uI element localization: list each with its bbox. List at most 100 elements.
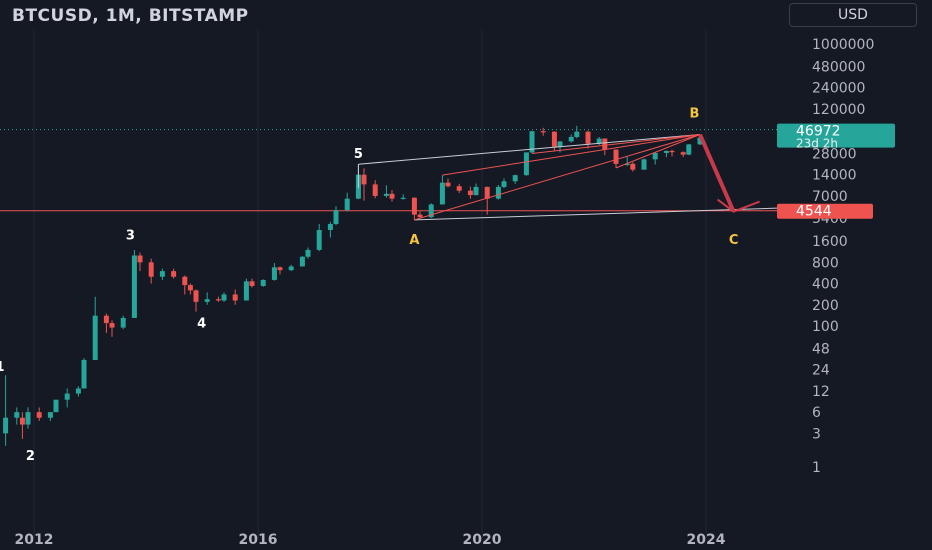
candle-body <box>81 359 87 389</box>
wave-label-4: 4 <box>197 317 206 332</box>
candle-body <box>232 294 238 301</box>
wave-label-c: C <box>729 233 739 248</box>
candle-body <box>120 317 126 328</box>
wave-label-2: 2 <box>26 449 35 464</box>
candle-body <box>193 290 199 302</box>
candle-body <box>327 223 333 230</box>
y-tick-label: 14000 <box>812 168 857 184</box>
y-tick-label: 3 <box>812 426 821 442</box>
candle-body <box>574 131 580 137</box>
candle-body <box>36 412 42 418</box>
y-tick-label: 48 <box>812 341 830 357</box>
candle-body <box>697 137 703 145</box>
candle-body <box>596 138 602 144</box>
candle-body <box>103 315 109 324</box>
candle-body <box>680 152 686 155</box>
x-tick-label: 2020 <box>463 532 502 548</box>
candle-body <box>585 131 591 144</box>
candle-body <box>137 255 143 263</box>
candle-body <box>495 186 501 199</box>
candle-body <box>467 190 473 196</box>
y-tick-label: 400 <box>812 277 839 293</box>
level-badge <box>777 203 873 219</box>
bar-countdown: 23d 2h <box>796 137 838 151</box>
candle-body <box>372 184 378 196</box>
candle-body <box>663 150 669 153</box>
channel-upper-line <box>358 134 701 165</box>
candle-body <box>25 412 31 425</box>
currency-button[interactable]: USD <box>789 3 917 27</box>
candle-body <box>456 186 462 191</box>
y-tick-label: 24 <box>812 363 830 379</box>
candle-body <box>187 285 193 291</box>
candle-body <box>501 181 507 187</box>
candle-body <box>512 175 518 182</box>
chart-grid <box>33 30 707 538</box>
candle-body <box>523 152 529 176</box>
inner-trendline <box>414 134 701 221</box>
candle-body <box>686 144 692 155</box>
wave-labels: 1 2 3 4 5 A B C <box>0 106 738 463</box>
y-tick-label: 120000 <box>812 102 865 118</box>
candle-body <box>652 152 658 160</box>
x-axis: 2012 2016 2020 2024 <box>15 532 726 548</box>
y-tick-label: 28000 <box>812 146 857 162</box>
y-tick-label: 1600 <box>812 234 848 250</box>
candle-body <box>602 138 608 150</box>
candle-body <box>148 262 154 277</box>
y-tick-label: 6 <box>812 405 821 421</box>
candle-body <box>428 204 434 218</box>
projection-arrow-head <box>716 198 760 213</box>
candle-body <box>333 210 339 224</box>
candle-body <box>14 412 20 418</box>
candle-body <box>75 388 81 394</box>
candle-body <box>249 281 255 286</box>
candle-body <box>3 417 9 434</box>
candle-body <box>473 186 479 196</box>
candle-body <box>171 271 177 277</box>
y-tick-label: 200 <box>812 298 839 314</box>
candle-body <box>361 174 367 185</box>
candle-body <box>131 255 137 318</box>
candle-body <box>305 249 311 257</box>
wave-label-b: B <box>689 106 699 121</box>
y-tick-label: 1 <box>812 460 821 476</box>
candle-body <box>109 323 115 328</box>
candle-body <box>383 193 389 196</box>
candle-body <box>411 197 417 215</box>
candle-body <box>215 299 221 301</box>
y-tick-label: 12 <box>812 384 830 400</box>
candle-body <box>613 149 619 164</box>
candle-body <box>182 276 188 286</box>
candle-body <box>316 229 322 250</box>
trendline-drawings <box>357 133 778 221</box>
candle-body <box>557 141 563 147</box>
x-tick-label: 2012 <box>15 532 54 548</box>
wave-label-a: A <box>409 233 419 248</box>
inner-trendline <box>531 134 701 154</box>
wave-label-1: 1 <box>0 360 5 375</box>
candle-body <box>47 412 53 418</box>
candle-body <box>439 182 445 205</box>
y-tick-label: 100 <box>812 319 839 335</box>
candle-body <box>288 266 294 271</box>
y-tick-label: 7000 <box>812 189 848 205</box>
candle-body <box>641 159 647 170</box>
candle-body <box>204 299 210 302</box>
candle-body <box>630 163 636 170</box>
y-tick-label: 240000 <box>812 81 865 97</box>
candle-body <box>400 197 406 199</box>
current-price-badge <box>777 123 895 148</box>
candle-body <box>64 393 70 400</box>
x-tick-label: 2024 <box>687 532 726 548</box>
candle-body <box>540 131 546 133</box>
candle-body <box>277 267 283 271</box>
candle-body <box>221 294 227 301</box>
candle-body <box>53 399 59 413</box>
candle-body <box>568 136 574 142</box>
wave-label-3: 3 <box>126 228 135 243</box>
candles <box>3 125 703 446</box>
level-value: 4544 <box>796 204 832 220</box>
